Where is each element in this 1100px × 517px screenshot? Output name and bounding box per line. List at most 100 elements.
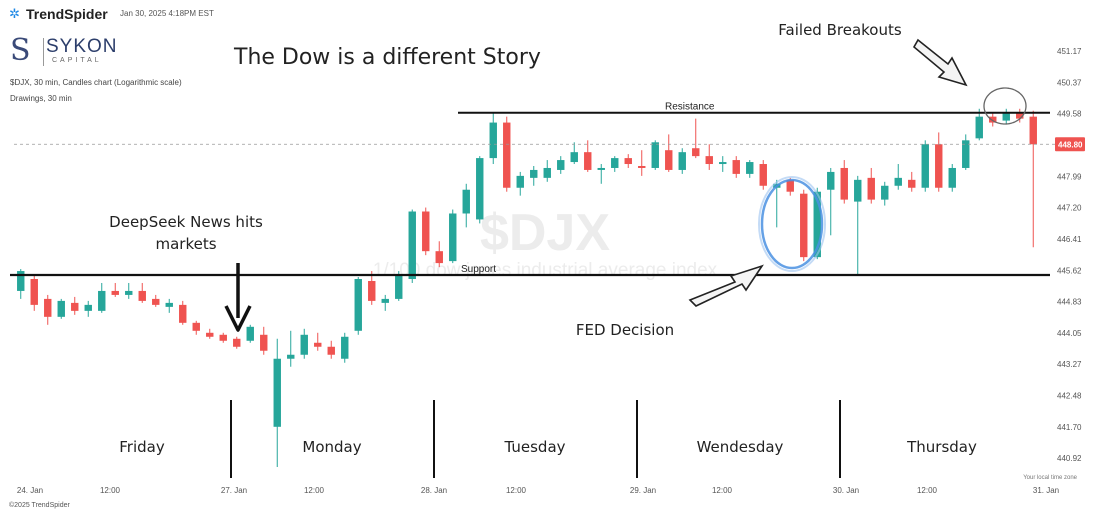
- candle-up: [530, 169, 538, 178]
- watermark-description: 1/100 dow jones industrial average index: [373, 260, 718, 281]
- time-axis: 24. Jan 12:00 27. Jan 12:00 28. Jan 12:00 29. …: [17, 475, 1078, 495]
- time-tick-label: 12:00: [917, 486, 938, 495]
- price-tick-label: 445.62: [1057, 266, 1082, 275]
- copyright: ©2025 TrendSpider: [9, 502, 70, 509]
- annotation-deepseek-line2: markets: [155, 235, 216, 253]
- snapshot-datetime: Jan 30, 2025 4:18PM EST: [120, 9, 214, 18]
- price-tick-label: 440.92: [1057, 454, 1082, 463]
- fed-arrow-icon: [688, 264, 764, 307]
- candle-down: [935, 144, 943, 188]
- candle-up: [827, 171, 835, 190]
- candle-up: [476, 158, 484, 220]
- candle-up: [408, 211, 416, 280]
- sykon-s-icon: S: [10, 33, 31, 68]
- candle-up: [611, 158, 619, 168]
- failed-breakouts-arrow-icon: [912, 38, 968, 87]
- annotation-failed-breakouts: Failed Breakouts: [778, 21, 902, 39]
- candle-down: [759, 164, 767, 186]
- price-tick-label: 442.48: [1057, 392, 1082, 401]
- candle-up: [962, 140, 970, 168]
- candles: [17, 108, 1037, 467]
- candle-up: [165, 302, 173, 307]
- price-tick-label: 441.70: [1057, 423, 1082, 432]
- day-label: Tuesday: [503, 438, 565, 456]
- logo-divider: [43, 38, 44, 66]
- candle-up: [57, 300, 65, 317]
- candle-down: [867, 177, 875, 200]
- candle-up: [17, 271, 25, 291]
- candle-up: [543, 167, 551, 178]
- sykon-logo: S SYKON CAPITAL: [10, 34, 120, 70]
- time-tick-label: 28. Jan: [421, 486, 447, 495]
- candle-up: [948, 167, 956, 188]
- candle-up: [98, 290, 106, 311]
- candle-down: [233, 338, 241, 347]
- time-tick-label: 29. Jan: [630, 486, 656, 495]
- day-dividers: Friday Monday Tuesday Wendesday Thursday: [119, 400, 977, 478]
- support-label: Support: [461, 264, 496, 275]
- local-timezone-label: Your local time zone: [1023, 475, 1077, 481]
- candle-up: [84, 304, 92, 311]
- candle-up: [462, 189, 470, 214]
- candle-up: [300, 334, 308, 355]
- time-tick-label: 12:00: [712, 486, 733, 495]
- candle-up: [921, 144, 929, 188]
- candle-up: [354, 279, 362, 331]
- day-label: Wendesday: [697, 438, 784, 456]
- day-label: Monday: [302, 438, 361, 456]
- candle-up: [489, 122, 497, 159]
- candle-up: [813, 191, 821, 258]
- day-label: Thursday: [906, 438, 977, 456]
- candle-up: [894, 177, 902, 186]
- candle-down: [584, 152, 592, 170]
- candle-down: [665, 150, 673, 170]
- candle-up: [854, 179, 862, 202]
- candle-down: [368, 280, 376, 301]
- failed-breakout-circle: [983, 87, 1027, 125]
- candle-down: [206, 332, 214, 337]
- price-tick-label: 443.27: [1057, 360, 1082, 369]
- trendspider-logo-icon: ✲: [9, 6, 20, 21]
- resistance-label: Resistance: [665, 102, 715, 113]
- candle-up: [678, 152, 686, 170]
- candle-down: [138, 290, 146, 301]
- time-tick-label: 12:00: [304, 486, 325, 495]
- candle-down: [732, 160, 740, 174]
- candle-down: [71, 302, 79, 311]
- candle-down: [989, 116, 997, 123]
- candle-down: [192, 322, 200, 331]
- fed-highlight-glow: [758, 176, 826, 272]
- candle-up: [975, 116, 983, 139]
- candle-down: [705, 156, 713, 165]
- last-price-label: 448.80: [1058, 140, 1083, 149]
- annotation-deepseek: DeepSeek News hits: [109, 213, 263, 231]
- candle-down: [260, 334, 268, 351]
- candle-up: [1002, 112, 1010, 121]
- logo-name: SYKON: [46, 36, 118, 57]
- candle-down: [111, 290, 119, 295]
- candle-up: [125, 290, 133, 295]
- price-tick-label: 450.37: [1057, 78, 1082, 87]
- support-resistance-lines: Resistance Support: [10, 102, 1050, 277]
- time-tick-label: 24. Jan: [17, 486, 43, 495]
- price-tick-label: 444.83: [1057, 298, 1082, 307]
- candle-up: [381, 298, 389, 303]
- time-tick-label: 30. Jan: [833, 486, 859, 495]
- candle-down: [800, 193, 808, 258]
- watermark-symbol: $DJX: [480, 204, 610, 262]
- candle-down: [435, 251, 443, 264]
- candle-down: [30, 279, 38, 305]
- candle-down: [44, 298, 52, 317]
- candle-down: [1016, 112, 1024, 119]
- candle-up: [651, 142, 659, 168]
- time-tick-label: 27. Jan: [221, 486, 247, 495]
- last-price-tag: [1055, 137, 1085, 152]
- candle-down: [503, 122, 511, 188]
- candle-up: [881, 185, 889, 200]
- fed-highlight-ellipse: [760, 178, 824, 270]
- candle-down: [840, 167, 848, 200]
- candle-up: [287, 354, 295, 359]
- candle-up: [273, 358, 281, 427]
- deepseek-arrowhead-icon: [224, 305, 252, 332]
